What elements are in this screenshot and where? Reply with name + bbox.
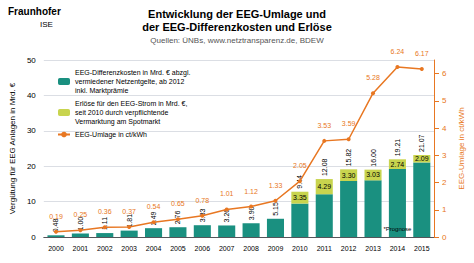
- svg-text:15.82: 15.82: [345, 149, 352, 167]
- svg-text:2.74: 2.74: [391, 161, 405, 168]
- svg-text:2.05: 2.05: [293, 162, 307, 169]
- svg-text:*Prognose: *Prognose: [383, 226, 412, 232]
- svg-text:0.37: 0.37: [122, 208, 136, 215]
- svg-text:5.15: 5.15: [272, 202, 279, 216]
- svg-text:Entwicklung der EEG-Umlage und: Entwicklung der EEG-Umlage und: [148, 8, 326, 20]
- svg-text:4.29: 4.29: [317, 183, 331, 190]
- svg-text:2.49: 2.49: [150, 211, 157, 226]
- svg-text:1.01: 1.01: [220, 190, 234, 197]
- svg-text:6.24: 6.24: [391, 48, 405, 55]
- svg-text:9.44: 9.44: [296, 175, 304, 189]
- svg-text:30: 30: [27, 126, 36, 135]
- svg-text:2008: 2008: [243, 245, 259, 252]
- svg-text:2000: 2000: [48, 245, 64, 252]
- svg-text:EEG-Differenzkosten in Mrd. €: EEG-Differenzkosten in Mrd. € abzgl.: [75, 69, 190, 77]
- svg-text:seit 2010 durch verpflichtende: seit 2010 durch verpflichtende: [75, 109, 168, 117]
- svg-text:10: 10: [27, 197, 36, 206]
- svg-text:0.25: 0.25: [74, 211, 88, 218]
- svg-text:5.28: 5.28: [366, 74, 380, 81]
- svg-text:2009: 2009: [268, 245, 284, 252]
- svg-text:EEG-Umlage in ct/kWh: EEG-Umlage in ct/kWh: [75, 131, 147, 139]
- svg-text:0: 0: [31, 233, 36, 242]
- svg-text:0.54: 0.54: [147, 203, 161, 210]
- svg-text:2012: 2012: [341, 245, 357, 252]
- svg-text:der EEG-Differenzkosten und Er: der EEG-Differenzkosten und Erlöse: [142, 21, 331, 33]
- svg-text:2010: 2010: [292, 245, 308, 252]
- svg-text:1.33: 1.33: [269, 182, 283, 189]
- svg-text:Vergütung für EEG Anlagen in M: Vergütung für EEG Anlagen in Mrd. €: [8, 82, 17, 214]
- svg-text:6.17: 6.17: [415, 50, 429, 57]
- svg-text:40: 40: [27, 91, 36, 100]
- svg-text:16.00: 16.00: [370, 149, 377, 167]
- svg-text:3.30: 3.30: [342, 172, 356, 179]
- svg-text:2: 2: [442, 178, 447, 187]
- svg-text:6: 6: [442, 69, 447, 78]
- svg-text:1.81: 1.81: [125, 214, 133, 228]
- svg-text:ISE: ISE: [40, 20, 53, 29]
- svg-text:3.03: 3.03: [366, 171, 380, 178]
- svg-text:3.33: 3.33: [198, 208, 206, 223]
- svg-text:2015: 2015: [414, 245, 430, 252]
- svg-text:2011: 2011: [317, 245, 332, 252]
- svg-text:20: 20: [27, 162, 36, 171]
- svg-text:2003: 2003: [121, 245, 137, 252]
- svg-text:3.59: 3.59: [342, 120, 356, 127]
- svg-text:2007: 2007: [219, 245, 235, 252]
- svg-text:12.08: 12.08: [321, 158, 328, 176]
- svg-text:Erlöse für den EEG-Strom in Mr: Erlöse für den EEG-Strom in Mrd. €,: [75, 100, 187, 107]
- svg-text:inkl. Marktprämie: inkl. Marktprämie: [75, 87, 128, 95]
- svg-text:1: 1: [442, 205, 447, 214]
- svg-text:2.76: 2.76: [174, 210, 181, 224]
- svg-text:2013: 2013: [365, 245, 381, 252]
- svg-text:3.53: 3.53: [317, 122, 331, 129]
- svg-text:21.07: 21.07: [418, 134, 425, 152]
- svg-text:3: 3: [442, 151, 447, 160]
- svg-text:1.00: 1.00: [76, 216, 84, 231]
- svg-text:50: 50: [27, 56, 36, 65]
- svg-text:19.21: 19.21: [394, 139, 401, 157]
- svg-text:EEG-Umlage in ct/kWh: EEG-Umlage in ct/kWh: [457, 107, 466, 189]
- svg-text:1.12: 1.12: [244, 188, 258, 195]
- svg-text:4: 4: [442, 124, 447, 133]
- svg-text:3.90: 3.90: [248, 206, 255, 220]
- svg-text:Vermarktung am Spotmarkt: Vermarktung am Spotmarkt: [75, 118, 160, 126]
- svg-text:0.36: 0.36: [98, 208, 112, 215]
- svg-text:2014: 2014: [390, 245, 406, 252]
- svg-text:0.48: 0.48: [52, 218, 60, 233]
- svg-text:3.26: 3.26: [223, 208, 231, 223]
- svg-text:0.65: 0.65: [171, 200, 185, 207]
- svg-text:2.09: 2.09: [415, 155, 429, 162]
- svg-text:0: 0: [442, 233, 447, 242]
- svg-text:2004: 2004: [146, 245, 162, 252]
- svg-text:2001: 2001: [73, 245, 89, 252]
- svg-text:1.11: 1.11: [101, 217, 109, 231]
- svg-text:0.78: 0.78: [196, 197, 210, 204]
- svg-text:2002: 2002: [97, 245, 113, 252]
- svg-text:0.19: 0.19: [49, 213, 63, 220]
- svg-text:5: 5: [442, 96, 447, 105]
- svg-text:2005: 2005: [170, 245, 186, 252]
- svg-text:Quellen: ÜNBs, www.netztranspa: Quellen: ÜNBs, www.netztransparenz.de, B…: [150, 36, 324, 45]
- svg-text:3.35: 3.35: [293, 194, 307, 201]
- svg-text:vermiedener Netzentgelte, ab 2: vermiedener Netzentgelte, ab 2012: [75, 78, 184, 86]
- svg-text:2006: 2006: [195, 245, 211, 252]
- svg-text:Fraunhofer: Fraunhofer: [8, 6, 61, 17]
